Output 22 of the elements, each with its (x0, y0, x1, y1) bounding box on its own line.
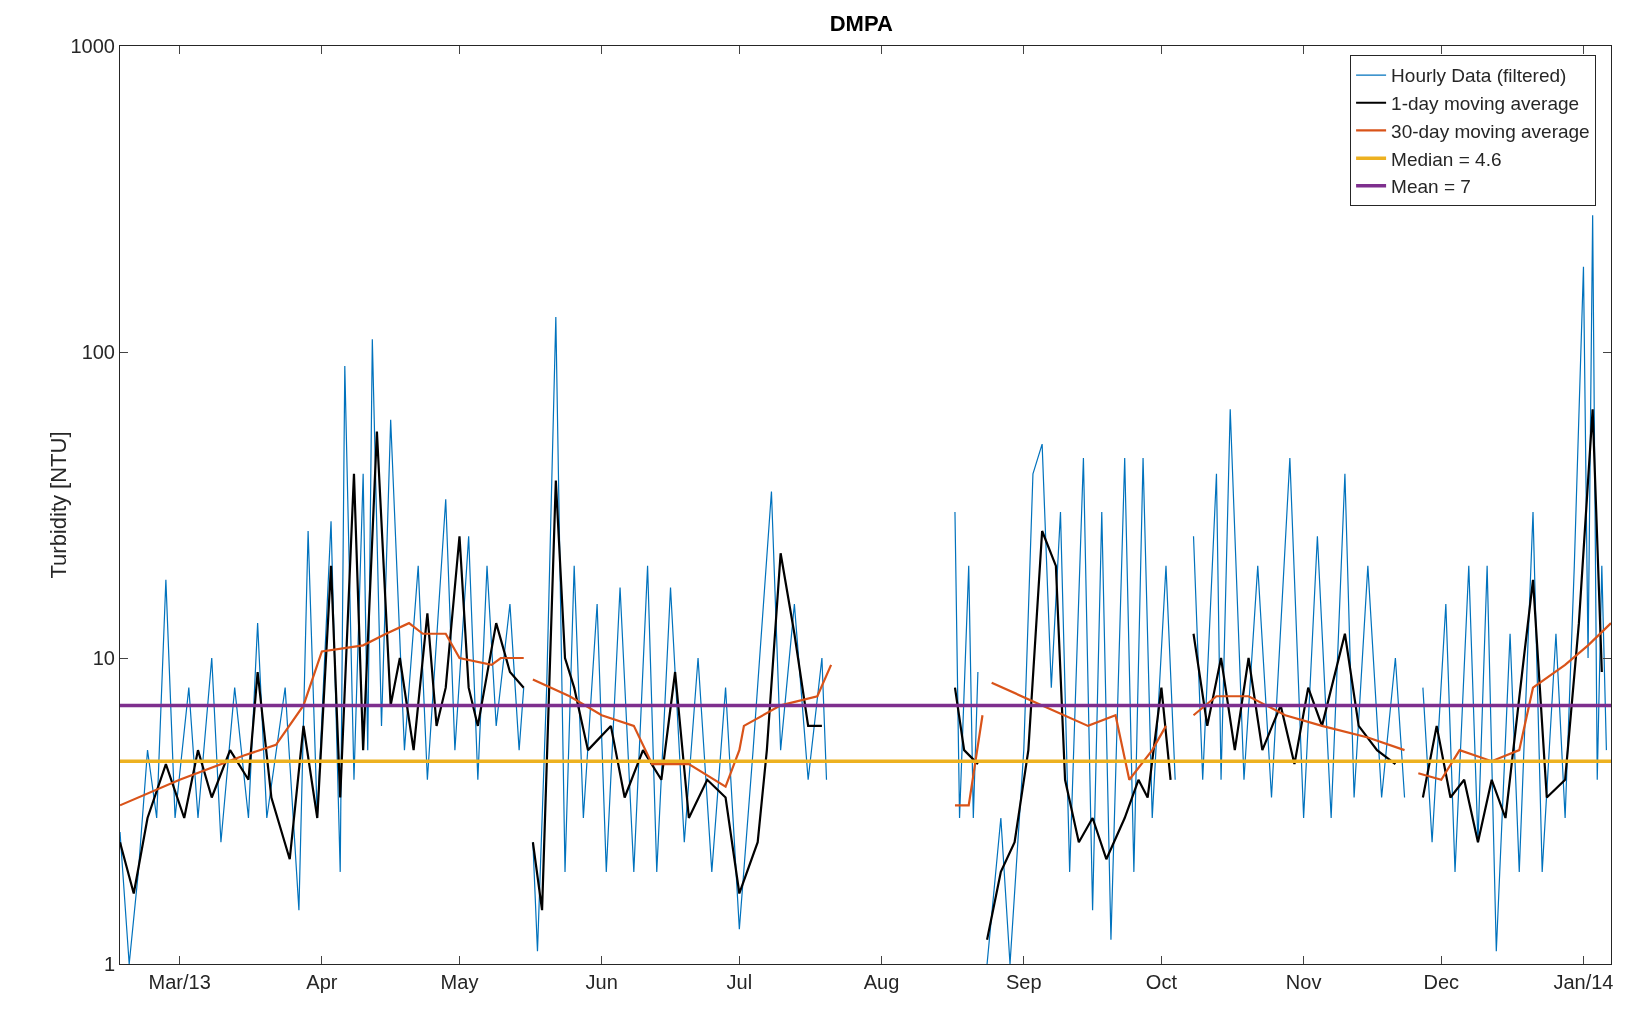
y-tick-label: 10 (92, 647, 115, 669)
x-tick-label: Dec (1423, 971, 1460, 993)
x-tick-label: Aug (863, 971, 900, 993)
x-tick-label: Jan/14 (1553, 971, 1614, 993)
legend-label: Hourly Data (filtered) (1391, 65, 1567, 87)
y-tick-label: 100 (81, 341, 115, 363)
chart-title: DMPA (829, 10, 893, 36)
x-tick-label: Jul (726, 971, 753, 993)
x-tick-label: Oct (1145, 971, 1178, 993)
x-tick-label: Sep (1005, 971, 1042, 993)
x-tick-label: Mar/13 (148, 971, 211, 993)
y-axis-title: Turbidity [NTU] (46, 431, 71, 579)
x-tick-label: Nov (1285, 971, 1322, 993)
x-tick-label: Apr (306, 971, 338, 993)
y-tick-label: 1000 (70, 35, 115, 57)
legend-label: Median = 4.6 (1391, 148, 1502, 170)
y-tick-label: 1 (103, 953, 115, 975)
legend-label: Mean = 7 (1391, 176, 1471, 198)
legend-label: 30-day moving average (1391, 120, 1590, 142)
legend-label: 1-day moving average (1391, 93, 1580, 115)
x-tick-label: May (440, 971, 479, 993)
x-tick-label: Jun (585, 971, 618, 993)
